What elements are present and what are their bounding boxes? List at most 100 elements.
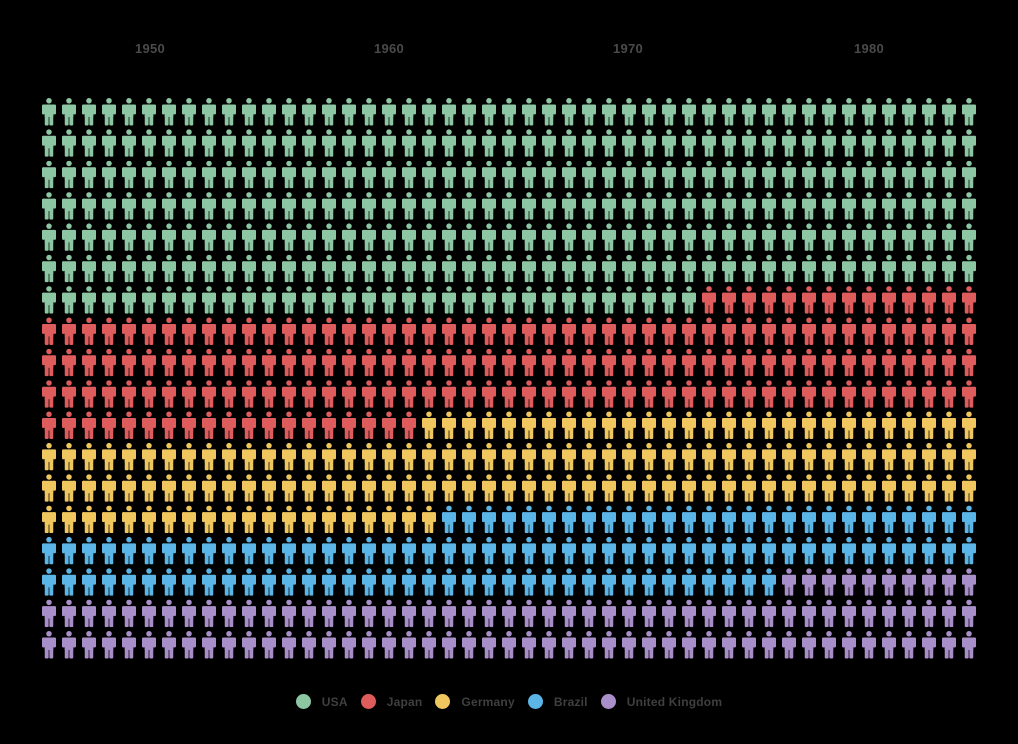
person-icon: [202, 536, 216, 565]
person-icon: [402, 348, 416, 377]
person-icon: [562, 474, 576, 502]
person-icon: [602, 192, 616, 220]
person-icon: [582, 223, 596, 251]
person-icon: [122, 568, 136, 596]
person-icon: [642, 505, 656, 534]
person-icon: [142, 536, 156, 565]
person-icon: [442, 286, 456, 314]
person-icon: [642, 411, 656, 439]
person-icon: [162, 380, 176, 408]
person-icon: [462, 442, 476, 471]
person-icon: [442, 160, 456, 189]
person-icon: [842, 317, 856, 345]
person-icon: [502, 474, 516, 502]
person-icon: [502, 98, 516, 126]
person-icon: [322, 129, 336, 157]
person-icon: [122, 317, 136, 345]
person-icon: [442, 568, 456, 596]
person-icon: [102, 474, 116, 502]
person-icon: [302, 223, 316, 251]
person-icon: [922, 254, 936, 283]
person-icon: [222, 223, 236, 251]
person-icon: [542, 223, 556, 251]
person-icon: [722, 599, 736, 628]
person-icon: [462, 317, 476, 345]
person-icon: [122, 474, 136, 502]
person-icon: [762, 223, 776, 251]
person-icon: [222, 254, 236, 283]
person-icon: [482, 192, 496, 220]
legend-item-germany[interactable]: Germany: [435, 694, 515, 709]
person-icon: [842, 568, 856, 596]
person-icon: [162, 317, 176, 345]
person-icon: [282, 317, 296, 345]
person-icon: [122, 411, 136, 439]
person-icon: [542, 474, 556, 502]
legend-item-brazil[interactable]: Brazil: [527, 694, 588, 709]
person-icon: [362, 317, 376, 345]
person-icon: [682, 192, 696, 220]
person-icon: [402, 192, 416, 220]
person-icon: [902, 192, 916, 220]
person-icon: [702, 442, 716, 471]
person-icon: [662, 129, 676, 157]
person-icon: [302, 192, 316, 220]
person-icon: [942, 317, 956, 345]
person-icon: [422, 192, 436, 220]
person-icon: [462, 474, 476, 502]
person-icon: [582, 286, 596, 314]
person-icon: [782, 474, 796, 502]
person-icon: [562, 160, 576, 189]
person-icon: [162, 474, 176, 502]
person-icon: [722, 254, 736, 283]
person-icon: [322, 160, 336, 189]
person-icon: [142, 411, 156, 439]
person-icon: [42, 254, 56, 283]
person-icon: [402, 98, 416, 126]
person-icon: [862, 129, 876, 157]
legend-label: Brazil: [553, 694, 588, 709]
x-tick-label: 1970: [612, 41, 644, 56]
person-icon: [942, 442, 956, 471]
person-icon: [502, 160, 516, 189]
person-icon: [742, 474, 756, 502]
person-icon: [662, 442, 676, 471]
person-icon: [942, 286, 956, 314]
person-icon: [922, 317, 936, 345]
person-icon: [682, 98, 696, 126]
person-icon: [702, 317, 716, 345]
legend-item-united-kingdom[interactable]: United Kingdom: [600, 694, 722, 709]
person-icon: [342, 98, 356, 126]
person-icon: [682, 536, 696, 565]
legend-item-japan[interactable]: Japan: [360, 694, 423, 709]
person-icon: [322, 254, 336, 283]
person-icon: [222, 505, 236, 534]
person-icon: [602, 98, 616, 126]
person-icon: [942, 160, 956, 189]
person-icon: [342, 505, 356, 534]
person-icon: [702, 631, 716, 659]
person-icon: [542, 442, 556, 471]
person-icon: [622, 474, 636, 502]
person-icon: [442, 411, 456, 439]
person-icon: [902, 254, 916, 283]
legend-label: Japan: [386, 694, 423, 709]
person-icon: [642, 98, 656, 126]
person-icon: [162, 254, 176, 283]
person-icon: [482, 411, 496, 439]
person-icon: [82, 474, 96, 502]
person-icon: [542, 631, 556, 659]
person-icon: [902, 599, 916, 628]
person-icon: [42, 223, 56, 251]
person-icon: [662, 631, 676, 659]
person-icon: [702, 505, 716, 534]
person-icon: [262, 223, 276, 251]
legend-item-usa[interactable]: USA: [295, 694, 348, 709]
person-icon: [422, 505, 436, 534]
person-icon: [242, 286, 256, 314]
person-icon: [862, 568, 876, 596]
person-icon: [622, 160, 636, 189]
person-icon: [822, 380, 836, 408]
person-icon: [482, 474, 496, 502]
